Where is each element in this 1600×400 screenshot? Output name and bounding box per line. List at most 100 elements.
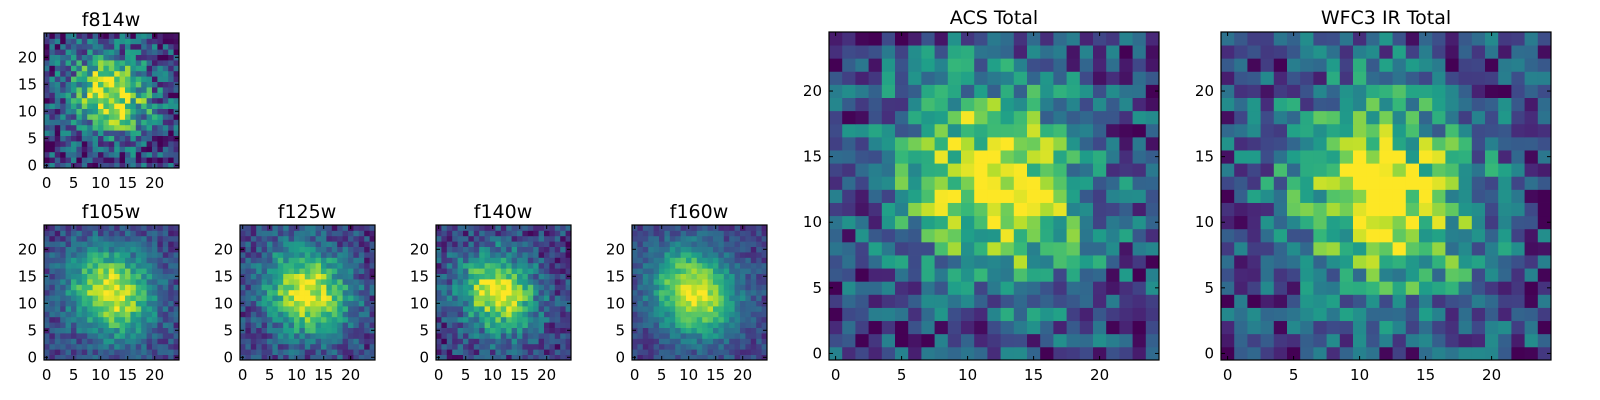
- heatmap-cell: [71, 151, 77, 158]
- heatmap-cell: [463, 246, 469, 253]
- heatmap-cell: [173, 268, 180, 274]
- heatmap-cell: [1353, 346, 1367, 361]
- heatmap-cell: [1300, 136, 1314, 151]
- heatmap-cell: [750, 311, 757, 318]
- heatmap-cell: [277, 327, 284, 334]
- heatmap-cell: [1498, 150, 1512, 164]
- heatmap-cell: [441, 279, 448, 285]
- heatmap-cell: [479, 279, 485, 285]
- heatmap-cell: [1145, 84, 1160, 98]
- heatmap-cell: [1537, 215, 1552, 230]
- heatmap-cell: [648, 343, 654, 350]
- heatmap-cell: [457, 327, 464, 334]
- heatmap-cell: [245, 225, 252, 231]
- heatmap-cell: [1485, 71, 1499, 85]
- heatmap-cell: [745, 225, 752, 231]
- heatmap-cell: [331, 300, 338, 307]
- heatmap-cell: [1405, 294, 1420, 308]
- heatmap-cell: [659, 230, 665, 237]
- heatmap-cell: [1498, 97, 1512, 112]
- heatmap-cell: [490, 338, 496, 345]
- y-tick-label: 5: [615, 321, 625, 339]
- heatmap-cell: [168, 87, 174, 93]
- heatmap-cell: [1079, 150, 1094, 164]
- heatmap-cell: [250, 225, 257, 231]
- heatmap-cell: [1119, 45, 1133, 59]
- heatmap-cell: [1066, 189, 1081, 203]
- heatmap-cell: [288, 289, 295, 296]
- heatmap-cell: [533, 311, 539, 318]
- heatmap-cell: [1485, 150, 1499, 164]
- heatmap-cell: [125, 76, 131, 82]
- heatmap-cell: [702, 252, 708, 258]
- heatmap-cell: [81, 92, 88, 99]
- heatmap-cell: [1234, 228, 1248, 243]
- heatmap-cell: [500, 235, 507, 242]
- heatmap-cell: [855, 202, 869, 217]
- heatmap-cell: [98, 241, 104, 247]
- heatmap-cell: [642, 289, 649, 296]
- heatmap-cell: [544, 333, 550, 339]
- heatmap-cell: [713, 235, 719, 242]
- heatmap-cell: [713, 268, 719, 274]
- heatmap-cell: [842, 45, 856, 59]
- heatmap-cell: [734, 295, 741, 301]
- heatmap-cell: [1079, 346, 1094, 361]
- heatmap-cell: [358, 235, 365, 242]
- heatmap-cell: [103, 87, 110, 93]
- heatmap-cell: [272, 311, 279, 318]
- heatmap-cell: [114, 60, 120, 66]
- heatmap-cell: [288, 338, 295, 345]
- heatmap-cell: [1458, 110, 1473, 125]
- heatmap-cell: [756, 273, 762, 280]
- heatmap-cell: [669, 284, 676, 291]
- heatmap-cell: [1524, 346, 1539, 361]
- heatmap-cell: [934, 268, 949, 282]
- heatmap-cell: [868, 228, 883, 243]
- heatmap-cell: [1392, 176, 1407, 190]
- heatmap-cell: [81, 146, 88, 153]
- heatmap-cell: [1458, 84, 1473, 98]
- heatmap-cell: [702, 295, 708, 301]
- heatmap-cell: [1511, 307, 1525, 322]
- heatmap-cell: [653, 316, 660, 323]
- heatmap-cell: [664, 241, 671, 247]
- heatmap-cell: [304, 306, 311, 312]
- y-tick-label: 15: [18, 75, 37, 93]
- heatmap-cell: [54, 262, 61, 269]
- heatmap-cell: [1119, 294, 1133, 308]
- heatmap-cell: [1145, 58, 1160, 72]
- heatmap-cell: [1300, 333, 1314, 348]
- heatmap-cell: [342, 268, 349, 274]
- heatmap-cell: [87, 246, 93, 253]
- heatmap-cell: [81, 273, 88, 280]
- heatmap-cell: [1471, 97, 1486, 112]
- heatmap-cell: [446, 225, 453, 231]
- plot-frame: [239, 224, 376, 361]
- heatmap-cell: [538, 273, 545, 280]
- heatmap-cell: [718, 338, 725, 345]
- heatmap-cell: [240, 316, 246, 323]
- heatmap-cell: [54, 151, 61, 158]
- heatmap-cell: [342, 257, 349, 264]
- heatmap-cell: [1221, 202, 1235, 217]
- heatmap-cell: [961, 32, 975, 46]
- heatmap-cell: [745, 316, 752, 323]
- heatmap-cell: [1132, 71, 1147, 85]
- heatmap-cell: [506, 343, 512, 350]
- heatmap-cell: [637, 246, 644, 253]
- heatmap-cell: [173, 151, 180, 158]
- heatmap-cell: [168, 241, 174, 247]
- heatmap-cell: [60, 38, 66, 45]
- heatmap-cell: [544, 295, 550, 301]
- heatmap-cell: [1260, 281, 1275, 295]
- heatmap-cell: [1247, 45, 1261, 59]
- heatmap-cell: [1066, 255, 1081, 269]
- heatmap-cell: [65, 311, 72, 318]
- heatmap-cell: [326, 246, 333, 253]
- heatmap-cell: [87, 338, 93, 345]
- heatmap-cell: [1379, 123, 1393, 138]
- heatmap-cell: [173, 338, 180, 345]
- heatmap-cell: [288, 300, 295, 307]
- heatmap-cell: [168, 289, 174, 296]
